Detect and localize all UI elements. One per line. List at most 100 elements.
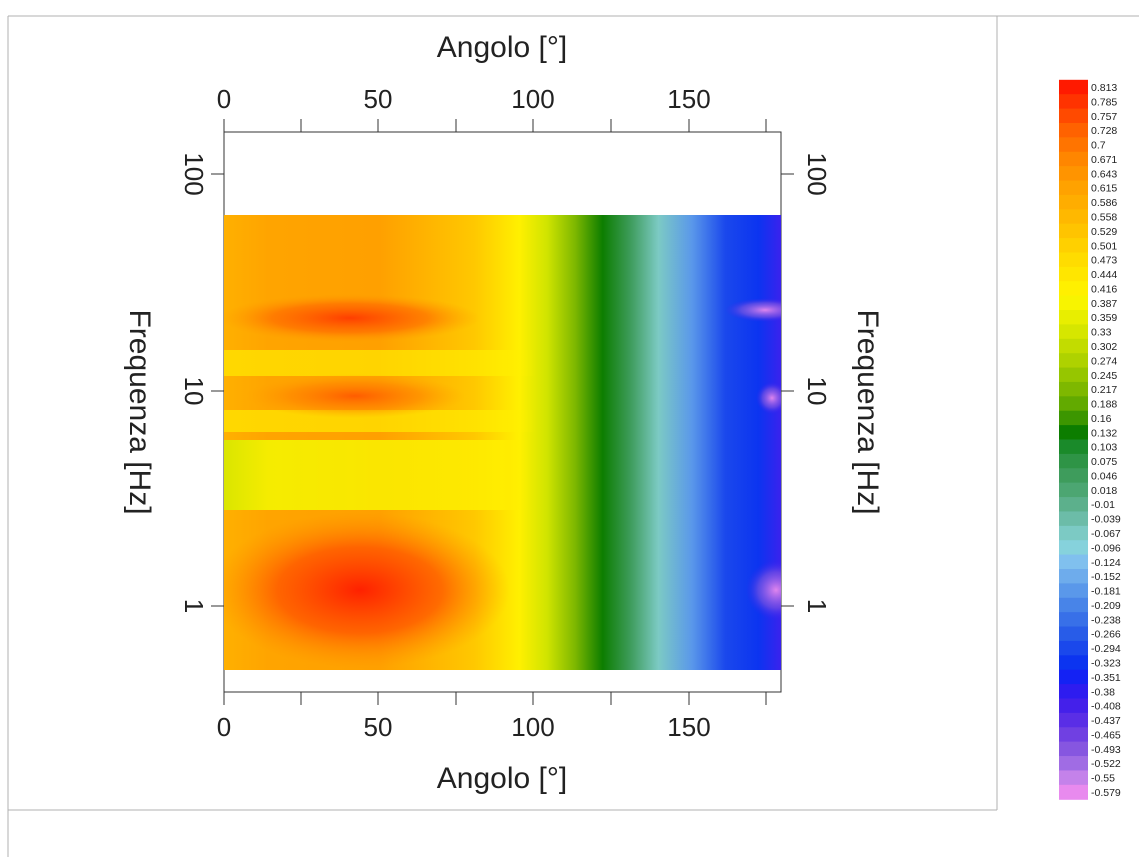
- x-tick-top-2: 100: [511, 84, 554, 114]
- colorbar-swatch: [1059, 712, 1088, 728]
- y-ticks-right: 1 10 100: [802, 152, 832, 613]
- colorbar-swatch: [1059, 209, 1088, 225]
- colorbar-label: 0.16: [1091, 413, 1112, 425]
- colorbar-label: -0.465: [1091, 729, 1121, 741]
- colorbar-label: 0.018: [1091, 485, 1117, 497]
- colorbar-swatch: [1059, 410, 1088, 426]
- colorbar-swatch: [1059, 597, 1088, 613]
- colorbar-swatch: [1059, 252, 1088, 268]
- colorbar-label: -0.039: [1091, 514, 1121, 526]
- colorbar-swatch: [1059, 223, 1088, 239]
- colorbar-swatch: [1059, 396, 1088, 412]
- colorbar-swatch: [1059, 238, 1088, 254]
- colorbar-label: 0.274: [1091, 355, 1117, 367]
- colorbar-swatch: [1059, 612, 1088, 628]
- colorbar-label: -0.067: [1091, 528, 1121, 540]
- x-tick-bottom-3: 150: [667, 712, 710, 742]
- colorbar-label: 0.586: [1091, 197, 1117, 209]
- colorbar-label: 0.416: [1091, 283, 1117, 295]
- y-axis-title-right: Frequenza [Hz]: [851, 309, 884, 514]
- colorbar-swatch: [1059, 79, 1088, 95]
- colorbar-swatch: [1059, 338, 1088, 354]
- colorbar-label: 0.501: [1091, 240, 1117, 252]
- colorbar-label: 0.813: [1091, 82, 1117, 94]
- colorbar-swatch: [1059, 540, 1088, 556]
- colorbar-swatch: [1059, 626, 1088, 642]
- colorbar-label: 0.785: [1091, 96, 1117, 108]
- x-tick-top-0: 0: [217, 84, 231, 114]
- colorbar-swatch: [1059, 295, 1088, 311]
- x-tick-bottom-1: 50: [364, 712, 393, 742]
- colorbar-swatch: [1059, 784, 1088, 800]
- colorbar-swatch: [1059, 425, 1088, 441]
- colorbar-label: 0.671: [1091, 154, 1117, 166]
- colorbar-label: 0.728: [1091, 125, 1117, 137]
- colorbar-label: 0.529: [1091, 226, 1117, 238]
- colorbar-label: -0.294: [1091, 643, 1121, 655]
- colorbar-swatch: [1059, 669, 1088, 685]
- colorbar-swatch: [1059, 640, 1088, 656]
- colorbar-label: -0.323: [1091, 658, 1121, 670]
- colorbar-swatch: [1059, 381, 1088, 397]
- y-ticks-left: 1 10 100: [179, 152, 209, 613]
- colorbar-label: -0.152: [1091, 571, 1121, 583]
- colorbar-label: 0.217: [1091, 384, 1117, 396]
- colorbar-label: -0.238: [1091, 614, 1121, 626]
- x-ticks-bottom: 0 50 100 150: [217, 712, 711, 742]
- x-tick-top-3: 150: [667, 84, 710, 114]
- outer-borders: [7, 15, 1139, 857]
- colorbar-label: -0.579: [1091, 787, 1121, 799]
- colorbar-swatch: [1059, 94, 1088, 110]
- colorbar-swatch: [1059, 497, 1088, 513]
- colorbar-swatch: [1059, 770, 1088, 786]
- colorbar-label: 0.046: [1091, 470, 1117, 482]
- colorbar-swatch: [1059, 151, 1088, 167]
- colorbar-swatch: [1059, 568, 1088, 584]
- colorbar-label: -0.096: [1091, 542, 1121, 554]
- y-tick-right-10: 10: [802, 377, 832, 406]
- colorbar-label: -0.181: [1091, 586, 1121, 598]
- colorbar-swatch: [1059, 482, 1088, 498]
- y-tick-left-1: 1: [179, 599, 209, 613]
- colorbar-swatch: [1059, 122, 1088, 138]
- colorbar-swatch: [1059, 698, 1088, 714]
- colorbar-label: 0.075: [1091, 456, 1117, 468]
- colorbar-label: -0.01: [1091, 499, 1115, 511]
- colorbar-swatch: [1059, 511, 1088, 527]
- colorbar-label: 0.33: [1091, 327, 1112, 339]
- colorbar-label: 0.188: [1091, 399, 1117, 411]
- colorbar-swatch: [1059, 166, 1088, 182]
- colorbar-swatch: [1059, 367, 1088, 383]
- colorbar-label: -0.266: [1091, 629, 1121, 641]
- y-tick-left-10: 10: [179, 377, 209, 406]
- colorbar-label: 0.387: [1091, 298, 1117, 310]
- colorbar-swatch: [1059, 266, 1088, 282]
- colorbar-label: 0.7: [1091, 140, 1106, 152]
- colorbar-label: -0.124: [1091, 557, 1121, 569]
- colorbar-label: -0.209: [1091, 600, 1121, 612]
- colorbar-label: -0.55: [1091, 773, 1115, 785]
- colorbar-swatch: [1059, 310, 1088, 325]
- colorbar-swatch: [1059, 525, 1088, 541]
- colorbar-label: -0.437: [1091, 715, 1121, 727]
- colorbar-label: -0.493: [1091, 744, 1121, 756]
- x-tick-bottom-0: 0: [217, 712, 231, 742]
- colorbar-swatch: [1059, 741, 1088, 757]
- colorbar-swatch: [1059, 439, 1088, 455]
- colorbar-label: 0.444: [1091, 269, 1117, 281]
- x-tick-top-1: 50: [364, 84, 393, 114]
- colorbar-swatch: [1059, 583, 1088, 599]
- colorbar-label: 0.473: [1091, 255, 1117, 267]
- colorbar-swatch: [1059, 756, 1088, 772]
- colorbar-label: 0.359: [1091, 312, 1117, 324]
- colorbar-swatch: [1059, 194, 1088, 210]
- colorbar-label: 0.245: [1091, 370, 1117, 382]
- colorbar-label: 0.558: [1091, 211, 1117, 223]
- colorbar-swatch: [1059, 727, 1088, 743]
- colorbar-label: 0.302: [1091, 341, 1117, 353]
- y-tick-right-1: 1: [802, 599, 832, 613]
- x-axis-title-top: Angolo [°]: [437, 31, 567, 64]
- tick-marks: [211, 119, 794, 705]
- y-axis-title-left: Frequenza [Hz]: [123, 309, 156, 514]
